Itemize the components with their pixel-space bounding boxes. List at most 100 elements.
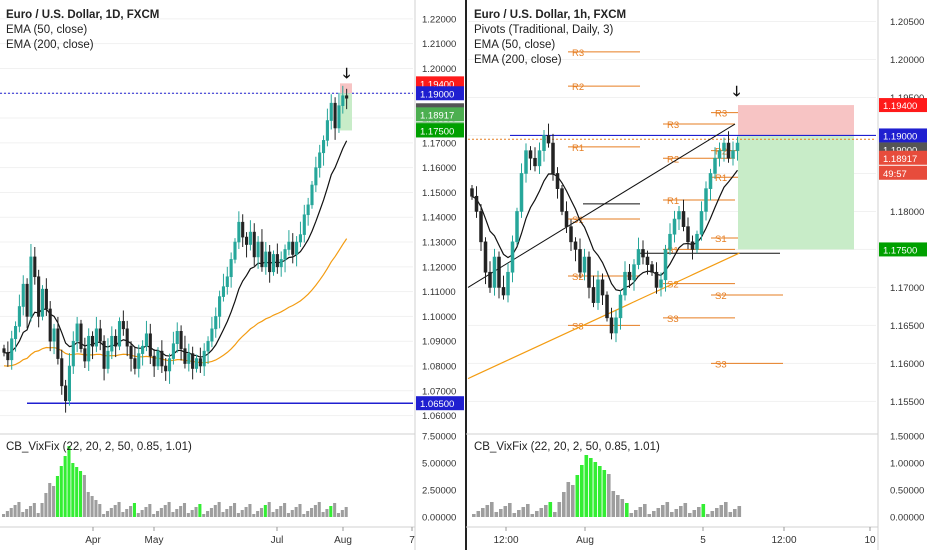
candle-body bbox=[233, 241, 237, 260]
candle-body bbox=[90, 335, 95, 347]
candle-body bbox=[641, 249, 645, 258]
vixfix-bar bbox=[715, 508, 719, 517]
osc-tick-label: 5.00000 bbox=[422, 459, 456, 470]
candle-body bbox=[191, 353, 195, 369]
left-candles[interactable] bbox=[2, 85, 349, 413]
candle-body bbox=[555, 173, 560, 189]
candle-body bbox=[560, 188, 564, 212]
left-vixfix-bars bbox=[2, 446, 348, 517]
left-ema50-line bbox=[3, 140, 348, 358]
right-ema200-label[interactable]: EMA (200, close) bbox=[474, 54, 562, 66]
price-tick-label: 1.22000 bbox=[422, 14, 456, 25]
vixfix-bar bbox=[25, 509, 29, 517]
left-ema50-label[interactable]: EMA (50, close) bbox=[6, 24, 87, 36]
left-osc-axis[interactable]: 7.50000 5.00000 2.50000 0.00000 bbox=[422, 432, 456, 524]
candle-body bbox=[546, 135, 551, 144]
vixfix-bar bbox=[194, 507, 198, 517]
vixfix-bar bbox=[539, 508, 544, 517]
candle-body bbox=[488, 271, 492, 288]
right-legend: Euro / U.S. Dollar, 1h, FXCM Pivots (Tra… bbox=[474, 9, 660, 453]
right-candles[interactable] bbox=[470, 123, 740, 343]
vixfix-bar bbox=[190, 510, 194, 517]
price-tag-label: 1.19400 bbox=[420, 79, 454, 90]
left-time-axis[interactable]: Apr May Jul Aug 7 bbox=[85, 527, 415, 546]
vixfix-bar bbox=[683, 503, 688, 517]
vixfix-bar bbox=[283, 503, 287, 517]
candle-body bbox=[614, 317, 618, 334]
right-target-zone bbox=[738, 135, 854, 250]
candle-body bbox=[13, 326, 18, 340]
right-pivots-label[interactable]: Pivots (Traditional, Daily, 3) bbox=[474, 24, 613, 36]
candle-body bbox=[519, 173, 524, 212]
vixfix-bar bbox=[602, 470, 607, 517]
vixfix-bar bbox=[248, 504, 252, 517]
vixfix-bar bbox=[298, 504, 302, 517]
left-chart-title[interactable]: Euro / U.S. Dollar, 1D, FXCM bbox=[6, 9, 159, 21]
candle-body bbox=[214, 316, 218, 330]
vixfix-bar bbox=[607, 474, 611, 517]
left-vixfix-label[interactable]: CB_VixFix (22, 20, 2, 50, 0.85, 1.01) bbox=[6, 441, 192, 453]
vixfix-bar bbox=[148, 504, 152, 517]
candle-body bbox=[695, 233, 699, 250]
candle-body bbox=[94, 328, 98, 347]
vixfix-bar bbox=[98, 504, 102, 517]
price-tag-label: 1.19000 bbox=[883, 131, 917, 142]
candle-body bbox=[48, 308, 52, 342]
vixfix-bar bbox=[575, 475, 580, 517]
vixfix-bar bbox=[553, 512, 557, 517]
price-tag-label: 49:57 bbox=[883, 169, 907, 180]
vixfix-bar bbox=[512, 513, 517, 517]
vixfix-bar bbox=[102, 514, 106, 517]
candle-body bbox=[623, 271, 627, 296]
candle-body bbox=[515, 211, 519, 243]
right-chart-title[interactable]: Euro / U.S. Dollar, 1h, FXCM bbox=[474, 9, 626, 21]
vixfix-bar bbox=[286, 513, 290, 517]
candle-body bbox=[686, 226, 690, 243]
price-tick-label: 1.17000 bbox=[890, 283, 924, 294]
candle-body bbox=[206, 340, 210, 352]
candle-body bbox=[83, 348, 87, 362]
vixfix-bar bbox=[674, 509, 679, 517]
vixfix-bar bbox=[665, 502, 670, 517]
candle-body bbox=[114, 335, 118, 347]
candle-body bbox=[152, 355, 156, 367]
price-tag bbox=[416, 123, 464, 138]
vixfix-bar bbox=[697, 507, 701, 517]
vixfix-bar bbox=[233, 503, 237, 517]
candle-body bbox=[287, 241, 291, 250]
price-tick-label: 1.08000 bbox=[422, 362, 456, 373]
candle-body bbox=[75, 323, 79, 342]
vixfix-bar bbox=[737, 506, 742, 517]
candle-body bbox=[314, 167, 318, 186]
candle-body bbox=[98, 328, 102, 342]
candle-body bbox=[659, 279, 663, 288]
right-time-axis[interactable]: 12:00 Aug 5 12:00 10 bbox=[493, 527, 876, 546]
osc-tick-label: 1.00000 bbox=[890, 459, 924, 470]
candle-body bbox=[71, 340, 75, 367]
vixfix-bar bbox=[530, 514, 535, 517]
candle-body bbox=[587, 256, 591, 288]
pivot-label: R3 bbox=[715, 109, 727, 120]
right-osc-axis[interactable]: 1.50000 1.00000 0.50000 0.00000 bbox=[890, 432, 924, 524]
vixfix-bar bbox=[719, 505, 724, 517]
candle-body bbox=[121, 321, 125, 330]
candle-body bbox=[110, 335, 114, 352]
vixfix-bar bbox=[28, 506, 33, 517]
left-ema200-label[interactable]: EMA (200, close) bbox=[6, 39, 94, 51]
vixfix-bar bbox=[620, 499, 625, 517]
pivot-label: R1 bbox=[572, 143, 584, 154]
left-down-arrow-icon: 🡓 bbox=[343, 65, 350, 81]
vixfix-bar bbox=[105, 511, 110, 517]
vixfix-bar bbox=[499, 509, 503, 517]
right-ema50-label[interactable]: EMA (50, close) bbox=[474, 39, 555, 51]
candle-body bbox=[731, 150, 735, 159]
vixfix-bar bbox=[275, 509, 279, 517]
candle-body bbox=[79, 323, 83, 349]
price-tag bbox=[879, 242, 927, 257]
vixfix-bar bbox=[171, 512, 175, 517]
pivot-label: R3 bbox=[572, 48, 584, 59]
vixfix-bar bbox=[566, 482, 571, 517]
pivot-label: R2 bbox=[572, 82, 584, 93]
right-vixfix-label[interactable]: CB_VixFix (22, 20, 2, 50, 0.85, 1.01) bbox=[474, 441, 660, 453]
candle-body bbox=[333, 102, 337, 129]
